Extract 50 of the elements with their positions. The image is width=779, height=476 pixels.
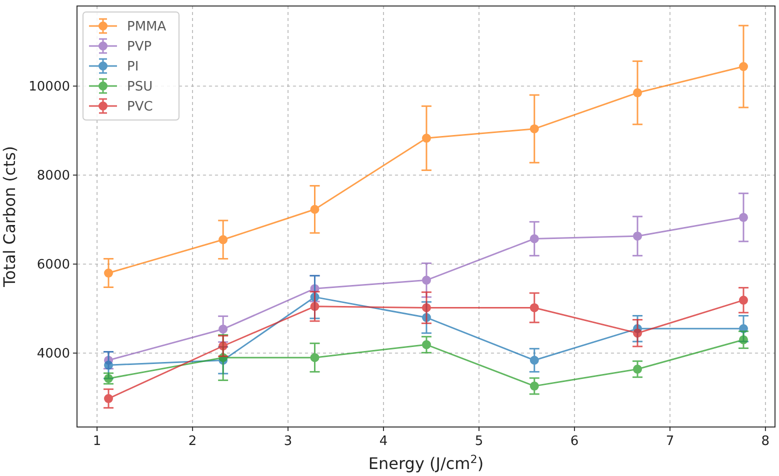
legend-label: PVC <box>127 100 153 115</box>
point <box>104 268 114 278</box>
legend-key: PVC <box>89 98 153 115</box>
legend-key: PVP <box>89 38 152 55</box>
point <box>104 360 114 370</box>
y-axis-title: Total Carbon (cts) <box>0 146 19 288</box>
point <box>422 134 431 143</box>
point <box>530 124 539 134</box>
point <box>738 62 748 72</box>
x-tick-label: 7 <box>666 434 674 449</box>
point <box>310 353 320 362</box>
x-tick-label: 6 <box>570 434 579 449</box>
legend-key: PI <box>89 58 139 75</box>
x-tick-label: 2 <box>188 434 197 449</box>
y-tick-label: 6000 <box>36 258 70 273</box>
x-axis-title: Energy (J/cm$^{2}$) <box>368 452 484 473</box>
point <box>104 394 114 404</box>
legend-label: PVP <box>127 40 152 55</box>
x-tick-label: 1 <box>92 434 102 449</box>
point <box>633 232 642 241</box>
y-tick-label: 4000 <box>36 346 70 362</box>
point <box>530 356 539 365</box>
point <box>738 296 748 305</box>
legend-key: PSU <box>89 78 153 95</box>
point <box>738 212 748 222</box>
point <box>530 382 539 391</box>
x-tick-label: 3 <box>284 434 292 449</box>
point <box>218 324 228 334</box>
x-tick-label: 5 <box>474 434 484 449</box>
point <box>633 364 642 374</box>
x-tick-label: 8 <box>761 434 770 449</box>
legend-label: PMMA <box>127 20 166 35</box>
y-tick-label: 10000 <box>28 80 70 95</box>
x-tick-label: 4 <box>379 434 388 449</box>
point <box>530 303 539 312</box>
point <box>738 335 748 344</box>
point <box>310 302 320 311</box>
point <box>422 303 431 312</box>
point <box>530 234 539 244</box>
point <box>633 328 642 338</box>
point <box>422 340 431 350</box>
legend-key: PMMA <box>89 18 166 35</box>
point <box>218 342 228 351</box>
legend-label: PSU <box>127 80 153 95</box>
point <box>422 276 431 285</box>
y-tick-label: 8000 <box>36 168 70 184</box>
legend-label: PI <box>127 60 139 75</box>
point <box>310 204 320 214</box>
point <box>633 88 642 98</box>
point <box>218 235 228 244</box>
